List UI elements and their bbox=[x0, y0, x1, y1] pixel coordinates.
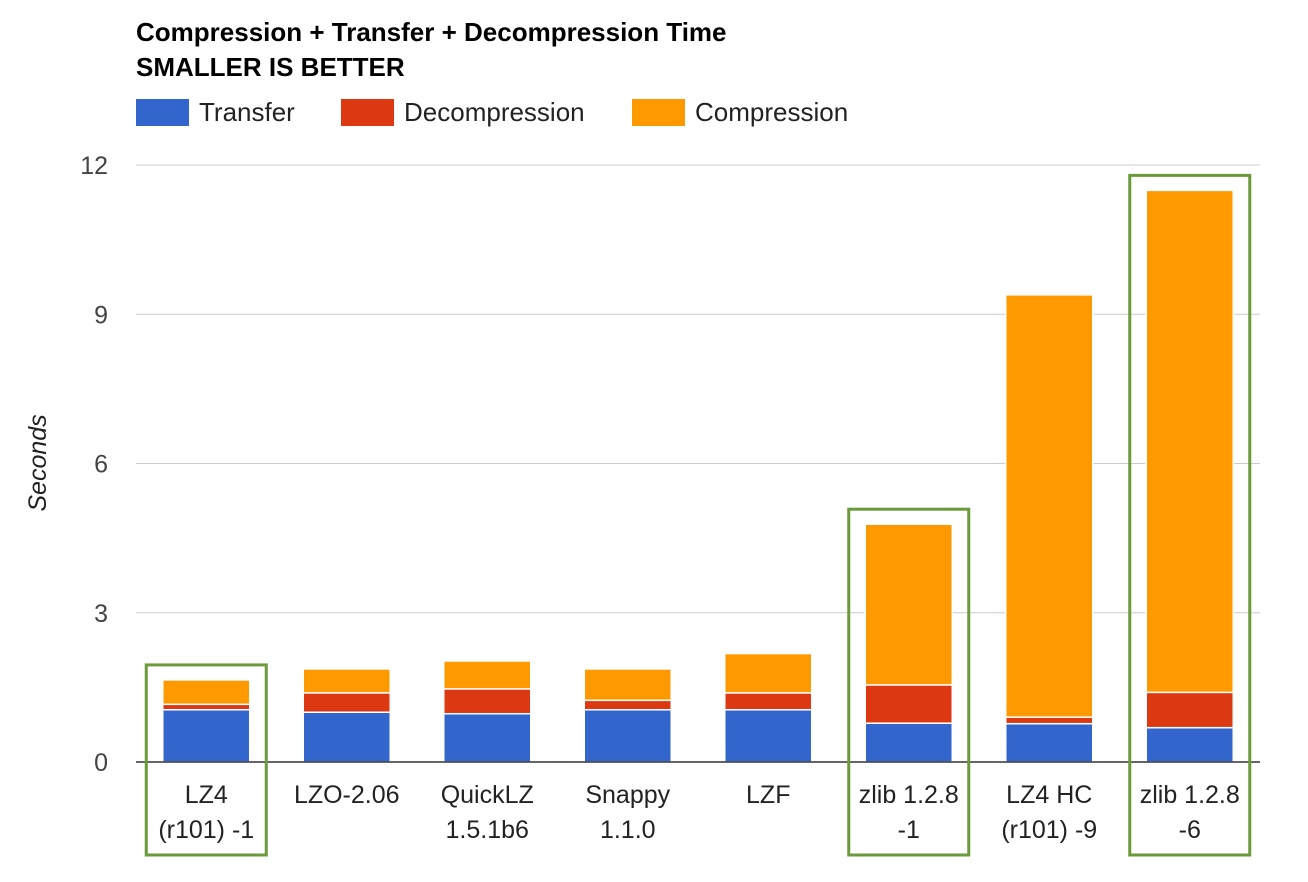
bar-decompression bbox=[864, 684, 953, 724]
bar-decompression bbox=[1005, 716, 1094, 725]
y-tick-label: 9 bbox=[94, 301, 108, 329]
y-tick-label: 6 bbox=[94, 451, 108, 479]
x-tick-label: LZF bbox=[746, 781, 790, 809]
bar-transfer bbox=[1145, 726, 1234, 763]
highlight-box bbox=[1128, 173, 1252, 857]
y-tick-label: 12 bbox=[80, 152, 108, 180]
bar-transfer bbox=[864, 722, 953, 763]
bar-transfer bbox=[583, 709, 672, 763]
x-tick-label: -1 bbox=[898, 816, 920, 844]
bar-compression bbox=[864, 523, 953, 686]
bar-compression bbox=[1005, 294, 1094, 718]
x-tick-label: (r101) -1 bbox=[158, 816, 254, 844]
chart-subtitle: SMALLER IS BETTER bbox=[136, 52, 405, 82]
bar-decompression bbox=[1145, 691, 1234, 729]
x-tick-label: (r101) -9 bbox=[1001, 816, 1097, 844]
x-tick-label: Snappy bbox=[585, 781, 670, 809]
bar-compression bbox=[162, 679, 251, 706]
bar-decompression bbox=[724, 692, 813, 711]
highlight-box bbox=[144, 663, 268, 857]
x-tick-label: zlib 1.2.8 bbox=[859, 781, 959, 809]
x-tick-label: LZO-2.06 bbox=[294, 781, 400, 809]
x-tick-label: 1.1.0 bbox=[600, 816, 656, 844]
legend-label-decompression: Decompression bbox=[404, 96, 585, 127]
y-axis-label: Seconds bbox=[24, 414, 52, 511]
legend-item-decompression[interactable]: Decompression bbox=[341, 96, 585, 128]
legend-item-transfer[interactable]: Transfer bbox=[136, 96, 295, 128]
legend-label-transfer: Transfer bbox=[199, 96, 295, 127]
chart-title: Compression + Transfer + Decompression T… bbox=[136, 17, 727, 47]
y-tick-label: 3 bbox=[94, 600, 108, 628]
x-tick-label: LZ4 bbox=[185, 781, 228, 809]
bar-transfer bbox=[302, 711, 391, 763]
highlight-box bbox=[847, 507, 971, 857]
x-tick-label: 1.5.1b6 bbox=[446, 816, 529, 844]
x-tick-label: QuickLZ bbox=[441, 781, 534, 809]
x-tick-label: LZ4 HC bbox=[1006, 781, 1092, 809]
bar-compression bbox=[443, 660, 532, 690]
legend-item-compression[interactable]: Compression bbox=[632, 96, 848, 128]
bar-compression bbox=[1145, 189, 1234, 694]
bar-transfer bbox=[443, 712, 532, 763]
bar-compression bbox=[583, 668, 672, 702]
legend-label-compression: Compression bbox=[695, 96, 849, 127]
x-tick-label: -6 bbox=[1179, 816, 1201, 844]
bar-decompression bbox=[302, 692, 391, 713]
legend-swatch-transfer bbox=[136, 98, 189, 126]
legend-swatch-decompression bbox=[341, 98, 394, 126]
y-tick-label: 0 bbox=[94, 749, 108, 777]
bar-transfer bbox=[724, 709, 813, 763]
bar-transfer bbox=[162, 709, 251, 763]
x-tick-label: zlib 1.2.8 bbox=[1140, 781, 1240, 809]
bar-transfer bbox=[1005, 722, 1094, 763]
bar-decompression bbox=[162, 703, 251, 711]
bar-compression bbox=[302, 668, 391, 694]
bar-compression bbox=[724, 652, 813, 694]
bar-decompression bbox=[583, 699, 672, 711]
legend-swatch-compression bbox=[632, 98, 685, 126]
bar-decompression bbox=[443, 688, 532, 715]
